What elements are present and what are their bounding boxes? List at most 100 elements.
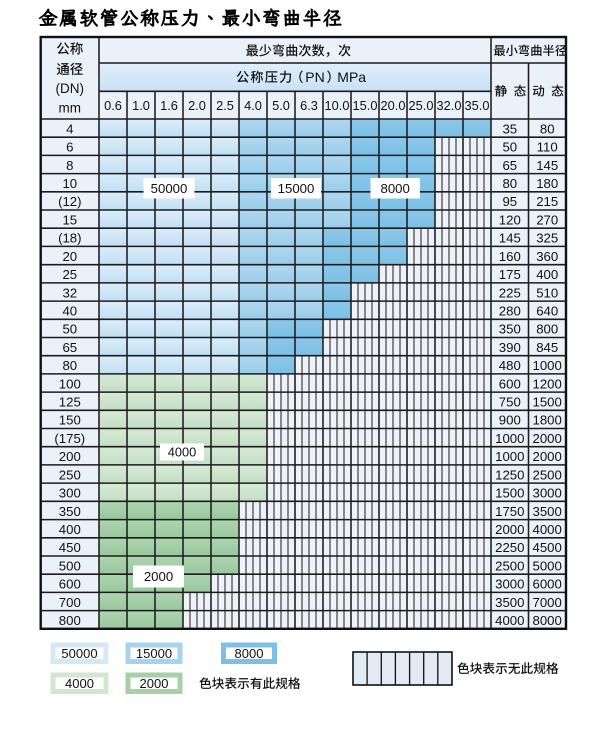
svg-text:1000: 1000 bbox=[495, 431, 524, 446]
svg-text:175: 175 bbox=[499, 267, 521, 282]
svg-text:2.5: 2.5 bbox=[216, 98, 234, 113]
svg-text:480: 480 bbox=[499, 358, 521, 373]
svg-text:1000: 1000 bbox=[495, 449, 524, 464]
svg-text:8000: 8000 bbox=[235, 646, 264, 661]
svg-text:215: 215 bbox=[536, 194, 558, 209]
svg-text:50: 50 bbox=[502, 140, 517, 155]
svg-text:15: 15 bbox=[62, 212, 77, 227]
svg-text:2.0: 2.0 bbox=[188, 98, 206, 113]
svg-text:4000: 4000 bbox=[65, 676, 94, 691]
svg-text:35.0: 35.0 bbox=[465, 98, 490, 113]
svg-text:1200: 1200 bbox=[533, 376, 562, 391]
svg-text:145: 145 bbox=[536, 158, 558, 173]
svg-text:20: 20 bbox=[62, 249, 77, 264]
svg-text:750: 750 bbox=[499, 395, 521, 410]
svg-text:180: 180 bbox=[536, 176, 558, 191]
svg-text:PN: PN bbox=[305, 69, 324, 85]
svg-text:(12): (12) bbox=[58, 194, 81, 209]
svg-text:6000: 6000 bbox=[533, 577, 562, 592]
svg-text:15000: 15000 bbox=[136, 646, 172, 661]
svg-text:845: 845 bbox=[536, 340, 558, 355]
svg-text:80: 80 bbox=[502, 176, 517, 191]
svg-text:(18): (18) bbox=[58, 231, 81, 246]
svg-text:110: 110 bbox=[537, 140, 558, 155]
svg-text:10: 10 bbox=[62, 176, 77, 191]
svg-text:100: 100 bbox=[59, 376, 81, 391]
svg-text:2000: 2000 bbox=[140, 676, 169, 691]
svg-text:120: 120 bbox=[499, 212, 521, 227]
svg-text:1.6: 1.6 bbox=[160, 98, 178, 113]
svg-text:400: 400 bbox=[536, 267, 558, 282]
svg-text:5000: 5000 bbox=[533, 558, 562, 573]
svg-text:150: 150 bbox=[59, 413, 81, 428]
svg-text:500: 500 bbox=[59, 558, 81, 573]
svg-text:225: 225 bbox=[499, 285, 521, 300]
svg-text:mm: mm bbox=[59, 101, 82, 116]
svg-text:600: 600 bbox=[59, 577, 81, 592]
svg-text:1800: 1800 bbox=[533, 413, 562, 428]
svg-text:8000: 8000 bbox=[533, 613, 562, 628]
svg-text:2500: 2500 bbox=[533, 467, 562, 482]
svg-text:1000: 1000 bbox=[533, 358, 562, 373]
svg-text:145: 145 bbox=[499, 231, 521, 246]
svg-text:2000: 2000 bbox=[533, 431, 562, 446]
svg-text:4000: 4000 bbox=[168, 445, 196, 460]
svg-text:3500: 3500 bbox=[495, 595, 524, 610]
svg-text:3000: 3000 bbox=[533, 486, 562, 501]
svg-text:(DN): (DN) bbox=[56, 81, 85, 96]
svg-text:5.0: 5.0 bbox=[272, 98, 290, 113]
svg-text:800: 800 bbox=[59, 613, 81, 628]
svg-text:350: 350 bbox=[499, 322, 521, 337]
svg-text:1500: 1500 bbox=[533, 395, 562, 410]
svg-text:1250: 1250 bbox=[495, 467, 524, 482]
svg-text:25: 25 bbox=[62, 267, 77, 282]
svg-text:50000: 50000 bbox=[61, 646, 97, 661]
svg-text:65: 65 bbox=[502, 158, 517, 173]
svg-text:2000: 2000 bbox=[495, 522, 524, 537]
svg-text:65: 65 bbox=[62, 340, 77, 355]
svg-text:(175): (175) bbox=[54, 431, 85, 446]
svg-text:600: 600 bbox=[499, 376, 521, 391]
svg-text:400: 400 bbox=[59, 522, 81, 537]
svg-text:510: 510 bbox=[536, 285, 558, 300]
svg-text:20.0: 20.0 bbox=[381, 98, 406, 113]
svg-text:280: 280 bbox=[499, 304, 521, 319]
svg-text:900: 900 bbox=[499, 413, 521, 428]
svg-text:4000: 4000 bbox=[495, 613, 524, 628]
svg-text:4000: 4000 bbox=[533, 522, 562, 537]
svg-text:80: 80 bbox=[540, 121, 555, 136]
svg-text:125: 125 bbox=[59, 395, 81, 410]
svg-text:8: 8 bbox=[66, 158, 73, 173]
svg-text:2250: 2250 bbox=[495, 540, 524, 555]
svg-text:95: 95 bbox=[502, 194, 517, 209]
svg-text:800: 800 bbox=[536, 322, 558, 337]
svg-text:80: 80 bbox=[62, 358, 77, 373]
svg-text:1500: 1500 bbox=[495, 486, 524, 501]
svg-text:6.3: 6.3 bbox=[300, 98, 318, 113]
svg-text:7000: 7000 bbox=[533, 595, 562, 610]
svg-text:2000: 2000 bbox=[144, 569, 173, 584]
svg-text:32: 32 bbox=[62, 285, 77, 300]
svg-text:200: 200 bbox=[59, 449, 81, 464]
svg-text:10.0: 10.0 bbox=[325, 98, 350, 113]
svg-text:350: 350 bbox=[59, 504, 81, 519]
svg-text:325: 325 bbox=[536, 231, 558, 246]
svg-text:2000: 2000 bbox=[533, 449, 562, 464]
svg-text:15.0: 15.0 bbox=[353, 98, 378, 113]
svg-text:6: 6 bbox=[66, 140, 73, 155]
svg-text:4.0: 4.0 bbox=[244, 98, 262, 113]
svg-text:450: 450 bbox=[59, 540, 81, 555]
svg-text:640: 640 bbox=[536, 304, 558, 319]
svg-text:2500: 2500 bbox=[495, 558, 524, 573]
svg-text:4: 4 bbox=[66, 121, 73, 136]
svg-text:25.0: 25.0 bbox=[409, 98, 434, 113]
svg-text:3000: 3000 bbox=[495, 577, 524, 592]
svg-text:390: 390 bbox=[499, 340, 521, 355]
svg-text:40: 40 bbox=[62, 304, 77, 319]
svg-text:35: 35 bbox=[502, 121, 517, 136]
svg-text:8000: 8000 bbox=[381, 181, 410, 196]
svg-text:3500: 3500 bbox=[533, 504, 562, 519]
svg-text:700: 700 bbox=[59, 595, 81, 610]
svg-text:50000: 50000 bbox=[151, 181, 188, 196]
svg-text:250: 250 bbox=[59, 467, 81, 482]
